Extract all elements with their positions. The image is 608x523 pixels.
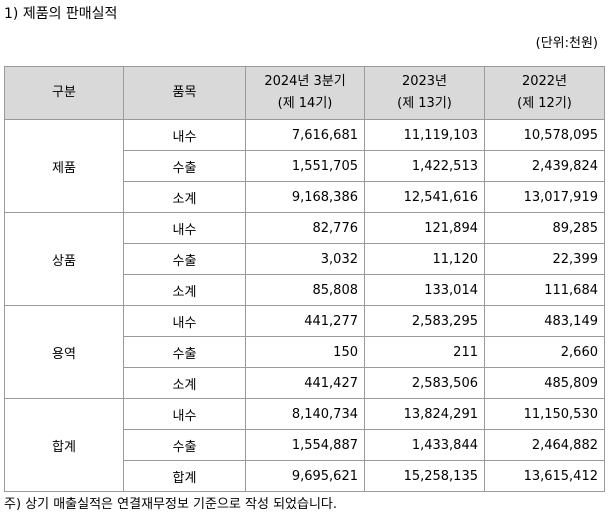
item-cell: 소계 — [123, 367, 246, 399]
item-cell: 수출 — [123, 150, 246, 182]
value-cell: 483,149 — [484, 305, 605, 337]
value-cell: 82,776 — [245, 212, 365, 244]
table-row: 상품 내수 82,776 121,894 89,285 — [4, 212, 605, 306]
value-cell: 10,578,095 — [484, 119, 605, 151]
category-cell: 상품 — [4, 212, 124, 306]
header-period-2022-term: (제 12기) — [517, 96, 572, 111]
value-cell: 12,541,616 — [364, 181, 485, 213]
table-row: 소계 441,427 2,583,506 485,809 — [5, 367, 605, 399]
value-cell: 85,808 — [245, 274, 365, 306]
header-category: 구분 — [4, 66, 124, 120]
table-row: 소계 9,168,386 12,541,616 13,017,919 — [5, 181, 605, 213]
value-cell: 211 — [364, 336, 485, 368]
value-cell: 1,433,844 — [364, 429, 485, 461]
item-cell: 수출 — [123, 336, 246, 368]
value-cell: 13,824,291 — [364, 398, 485, 430]
value-cell: 1,551,705 — [245, 150, 365, 182]
value-cell: 9,695,621 — [245, 460, 365, 492]
value-cell: 15,258,135 — [364, 460, 485, 492]
footnote: 주) 상기 매출실적은 연결재무정보 기준으로 작성 되었습니다. — [4, 497, 337, 512]
header-row: 구분 품목 2024년 3분기 (제 14기) 2023년 (제 13기) 20… — [4, 66, 605, 120]
table-row: 합계 9,695,621 15,258,135 13,615,412 — [5, 460, 605, 492]
header-period-2024q3-term: (제 14기) — [277, 96, 333, 111]
table-row: 수출 1,554,887 1,433,844 2,464,882 — [5, 429, 605, 461]
value-cell: 111,684 — [484, 274, 605, 306]
item-cell: 합계 — [123, 460, 246, 492]
table-row: 수출 3,032 11,120 22,399 — [5, 243, 605, 275]
header-period-2022: 2022년 (제 12기) — [484, 66, 605, 120]
value-cell: 150 — [245, 336, 365, 368]
value-cell: 1,422,513 — [364, 150, 485, 182]
value-cell: 13,615,412 — [484, 460, 605, 492]
item-cell: 내수 — [123, 119, 246, 151]
table-row: 수출 1,551,705 1,422,513 2,439,824 — [5, 150, 605, 182]
value-cell: 2,439,824 — [484, 150, 605, 182]
header-period-2022-year: 2022년 — [521, 74, 568, 89]
value-cell: 2,583,295 — [364, 305, 485, 337]
header-period-2023-term: (제 13기) — [397, 96, 452, 111]
value-cell: 11,119,103 — [364, 119, 485, 151]
value-cell: 441,277 — [245, 305, 365, 337]
header-item: 품목 — [123, 66, 246, 120]
sales-table: 구분 품목 2024년 3분기 (제 14기) 2023년 (제 13기) 20… — [4, 66, 605, 492]
value-cell: 485,809 — [484, 367, 605, 399]
table-row: 수출 150 211 2,660 — [5, 336, 605, 368]
value-cell: 3,032 — [245, 243, 365, 275]
table-row: 합계 내수 8,140,734 13,824,291 11,150,530 — [4, 398, 605, 492]
table-row: 제품 내수 7,616,681 11,119,103 10,578,095 — [4, 119, 605, 213]
item-cell: 내수 — [123, 212, 246, 244]
item-cell: 소계 — [123, 181, 246, 213]
header-period-2023-year: 2023년 — [401, 74, 448, 89]
value-cell: 11,150,530 — [484, 398, 605, 430]
header-period-2024q3: 2024년 3분기 (제 14기) — [245, 66, 365, 120]
item-cell: 수출 — [123, 243, 246, 275]
value-cell: 22,399 — [484, 243, 605, 275]
value-cell: 2,660 — [484, 336, 605, 368]
item-cell: 내수 — [123, 305, 246, 337]
value-cell: 9,168,386 — [245, 181, 365, 213]
value-cell: 441,427 — [245, 367, 365, 399]
header-period-2023: 2023년 (제 13기) — [364, 66, 485, 120]
table-row: 소계 85,808 133,014 111,684 — [5, 274, 605, 306]
section-title: 1) 제품의 판매실적 — [4, 6, 118, 22]
value-cell: 2,583,506 — [364, 367, 485, 399]
value-cell: 121,894 — [364, 212, 485, 244]
unit-label: (단위:천원) — [535, 36, 598, 51]
item-cell: 수출 — [123, 429, 246, 461]
header-period-2024q3-year: 2024년 3분기 — [264, 74, 346, 89]
category-cell: 용역 — [4, 305, 124, 399]
category-cell: 합계 — [4, 398, 124, 492]
value-cell: 1,554,887 — [245, 429, 365, 461]
item-cell: 소계 — [123, 274, 246, 306]
value-cell: 133,014 — [364, 274, 485, 306]
table-row: 용역 내수 441,277 2,583,295 483,149 — [4, 305, 605, 399]
item-cell: 내수 — [123, 398, 246, 430]
value-cell: 11,120 — [364, 243, 485, 275]
category-cell: 제품 — [4, 119, 124, 213]
value-cell: 2,464,882 — [484, 429, 605, 461]
value-cell: 7,616,681 — [245, 119, 365, 151]
value-cell: 8,140,734 — [245, 398, 365, 430]
value-cell: 89,285 — [484, 212, 605, 244]
value-cell: 13,017,919 — [484, 181, 605, 213]
